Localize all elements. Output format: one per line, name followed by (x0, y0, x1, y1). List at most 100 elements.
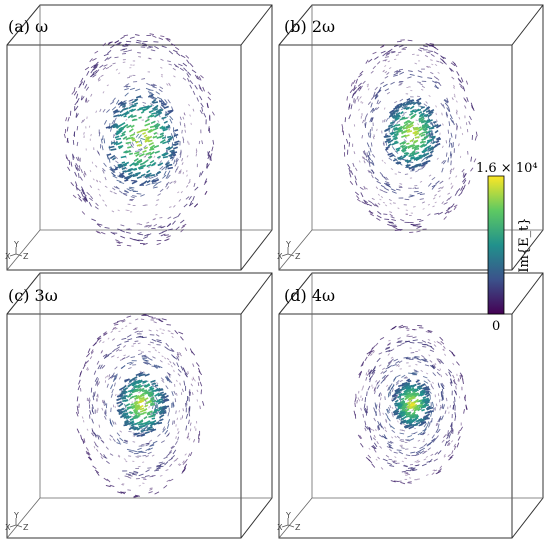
field-vector (448, 137, 451, 143)
field-vector-core (411, 167, 415, 171)
field-vector (397, 51, 402, 54)
field-vector-core (139, 162, 145, 166)
field-vector (400, 342, 405, 345)
field-vector (189, 348, 193, 354)
field-vector (160, 233, 166, 237)
field-vector (190, 122, 192, 126)
field-vector-core (418, 117, 425, 123)
field-vector-core (124, 421, 129, 425)
field-vector (452, 61, 457, 65)
field-vector-core (105, 126, 111, 129)
field-vector (114, 323, 119, 326)
field-vector (459, 372, 464, 377)
field-vector (407, 435, 413, 438)
field-vector-core (411, 418, 417, 423)
field-vector (117, 491, 123, 494)
field-vector (91, 429, 95, 435)
field-vector-core (127, 171, 133, 176)
field-vector (80, 95, 83, 101)
field-vector (375, 380, 378, 383)
field-vector (185, 196, 190, 200)
field-vector (116, 99, 120, 105)
field-vector (464, 394, 466, 400)
field-vector (175, 226, 180, 231)
field-vector-core (410, 157, 415, 160)
field-vector (400, 218, 405, 222)
field-vector-core (408, 425, 415, 430)
field-vector-core (121, 175, 125, 179)
field-vector (341, 124, 344, 129)
field-vector-core (117, 397, 122, 401)
field-vector (377, 456, 381, 460)
field-vector (118, 376, 122, 380)
field-vector (427, 330, 432, 334)
field-vector-core (403, 117, 408, 120)
field-vector-core (159, 400, 163, 404)
field-vector (457, 436, 461, 441)
field-vector (122, 48, 128, 50)
field-vector (147, 451, 152, 455)
field-vector (442, 160, 447, 165)
field-vector (109, 438, 112, 441)
field-vector (387, 343, 391, 346)
field-vector (441, 439, 445, 443)
field-vector (417, 123, 420, 126)
field-vector-core (135, 140, 139, 144)
field-vector-core (153, 131, 158, 135)
field-vector (465, 80, 469, 85)
field-vector (391, 128, 394, 133)
field-vector (364, 117, 367, 122)
field-vector (373, 434, 376, 438)
field-vector (389, 202, 392, 205)
field-vector-core (411, 403, 418, 409)
field-vector-core (126, 124, 132, 129)
field-vector-core (406, 99, 411, 104)
field-vector (100, 349, 103, 353)
field-vector (471, 104, 475, 110)
field-vector (145, 176, 151, 179)
field-vector (387, 353, 390, 356)
axis-z-label: Z (23, 523, 29, 532)
field-vector (425, 474, 429, 476)
field-vector (157, 225, 162, 228)
field-vector (123, 45, 129, 47)
field-vector (168, 50, 174, 55)
field-vector (115, 68, 118, 71)
field-vector (356, 96, 359, 100)
field-vector-core (166, 163, 173, 167)
field-vector (121, 337, 127, 340)
field-vector (200, 74, 204, 79)
field-vector (110, 375, 115, 379)
field-vector (427, 77, 433, 79)
field-vector (376, 215, 382, 219)
field-vector (434, 451, 439, 456)
field-vector (151, 96, 156, 99)
field-vector (125, 83, 130, 86)
field-vector (387, 441, 393, 444)
field-vector (95, 165, 98, 168)
field-vector-core (135, 372, 141, 377)
field-vector-core (395, 123, 401, 127)
field-vector (448, 121, 451, 126)
field-vector (385, 384, 389, 388)
field-vector (375, 404, 378, 410)
field-vector-core (387, 152, 393, 156)
field-vector (142, 357, 148, 360)
field-vector (388, 222, 394, 224)
field-vector (98, 339, 102, 343)
field-vector-core (121, 102, 127, 105)
field-vector (453, 206, 457, 211)
field-vector-core (391, 393, 397, 397)
field-vector (89, 197, 93, 202)
field-vector-core (139, 183, 144, 186)
field-vector (349, 89, 354, 94)
field-vector (150, 103, 154, 107)
field-vector (412, 372, 418, 374)
field-vector-core (393, 132, 399, 136)
field-vector (433, 341, 436, 344)
field-vector (368, 447, 371, 450)
field-vector-core (129, 378, 136, 382)
field-vector (96, 231, 101, 234)
field-vector-core (406, 424, 412, 428)
field-vector-core (132, 380, 137, 385)
